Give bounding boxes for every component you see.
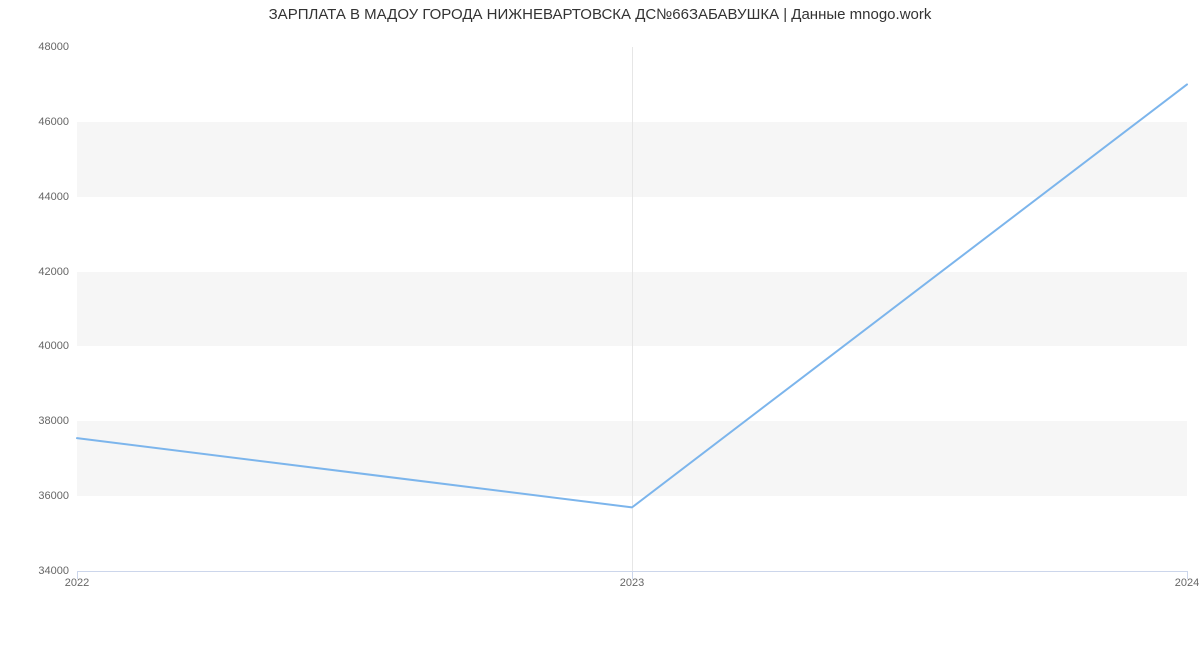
x-axis: 202220232024 (77, 571, 1187, 601)
x-tick-label: 2024 (1175, 577, 1199, 589)
plot-area (77, 47, 1187, 571)
y-tick-label: 42000 (38, 266, 69, 278)
chart-title: ЗАРПЛАТА В МАДОУ ГОРОДА НИЖНЕВАРТОВСКА Д… (0, 6, 1200, 23)
y-axis-labels: 3400036000380004000042000440004600048000 (0, 47, 77, 571)
y-tick-label: 36000 (38, 490, 69, 502)
x-tick-label: 2023 (620, 577, 644, 589)
salary-line-chart: ЗАРПЛАТА В МАДОУ ГОРОДА НИЖНЕВАРТОВСКА Д… (0, 0, 1200, 650)
y-tick-label: 40000 (38, 340, 69, 352)
x-tick-label: 2022 (65, 577, 89, 589)
y-tick-label: 48000 (38, 41, 69, 53)
y-tick-label: 38000 (38, 415, 69, 427)
y-tick-label: 46000 (38, 116, 69, 128)
y-tick-label: 34000 (38, 565, 69, 577)
y-tick-label: 44000 (38, 191, 69, 203)
data-series-line (77, 47, 1187, 571)
